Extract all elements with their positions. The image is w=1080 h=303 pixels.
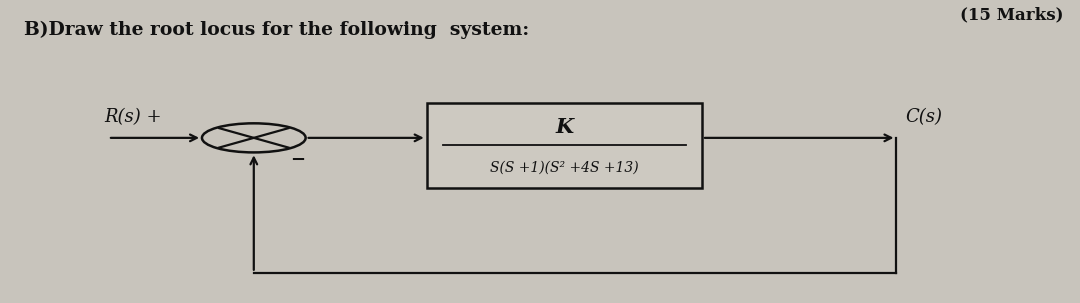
Text: K: K [555,117,573,137]
Text: (15 Marks): (15 Marks) [960,6,1064,23]
Text: −: − [291,152,306,169]
Text: R(s) +: R(s) + [105,108,162,126]
Text: B)Draw the root locus for the following  system:: B)Draw the root locus for the following … [24,21,529,39]
FancyBboxPatch shape [427,103,702,188]
Text: C(s): C(s) [905,108,942,126]
Text: S(S +1)(S² +4S +13): S(S +1)(S² +4S +13) [490,161,638,175]
